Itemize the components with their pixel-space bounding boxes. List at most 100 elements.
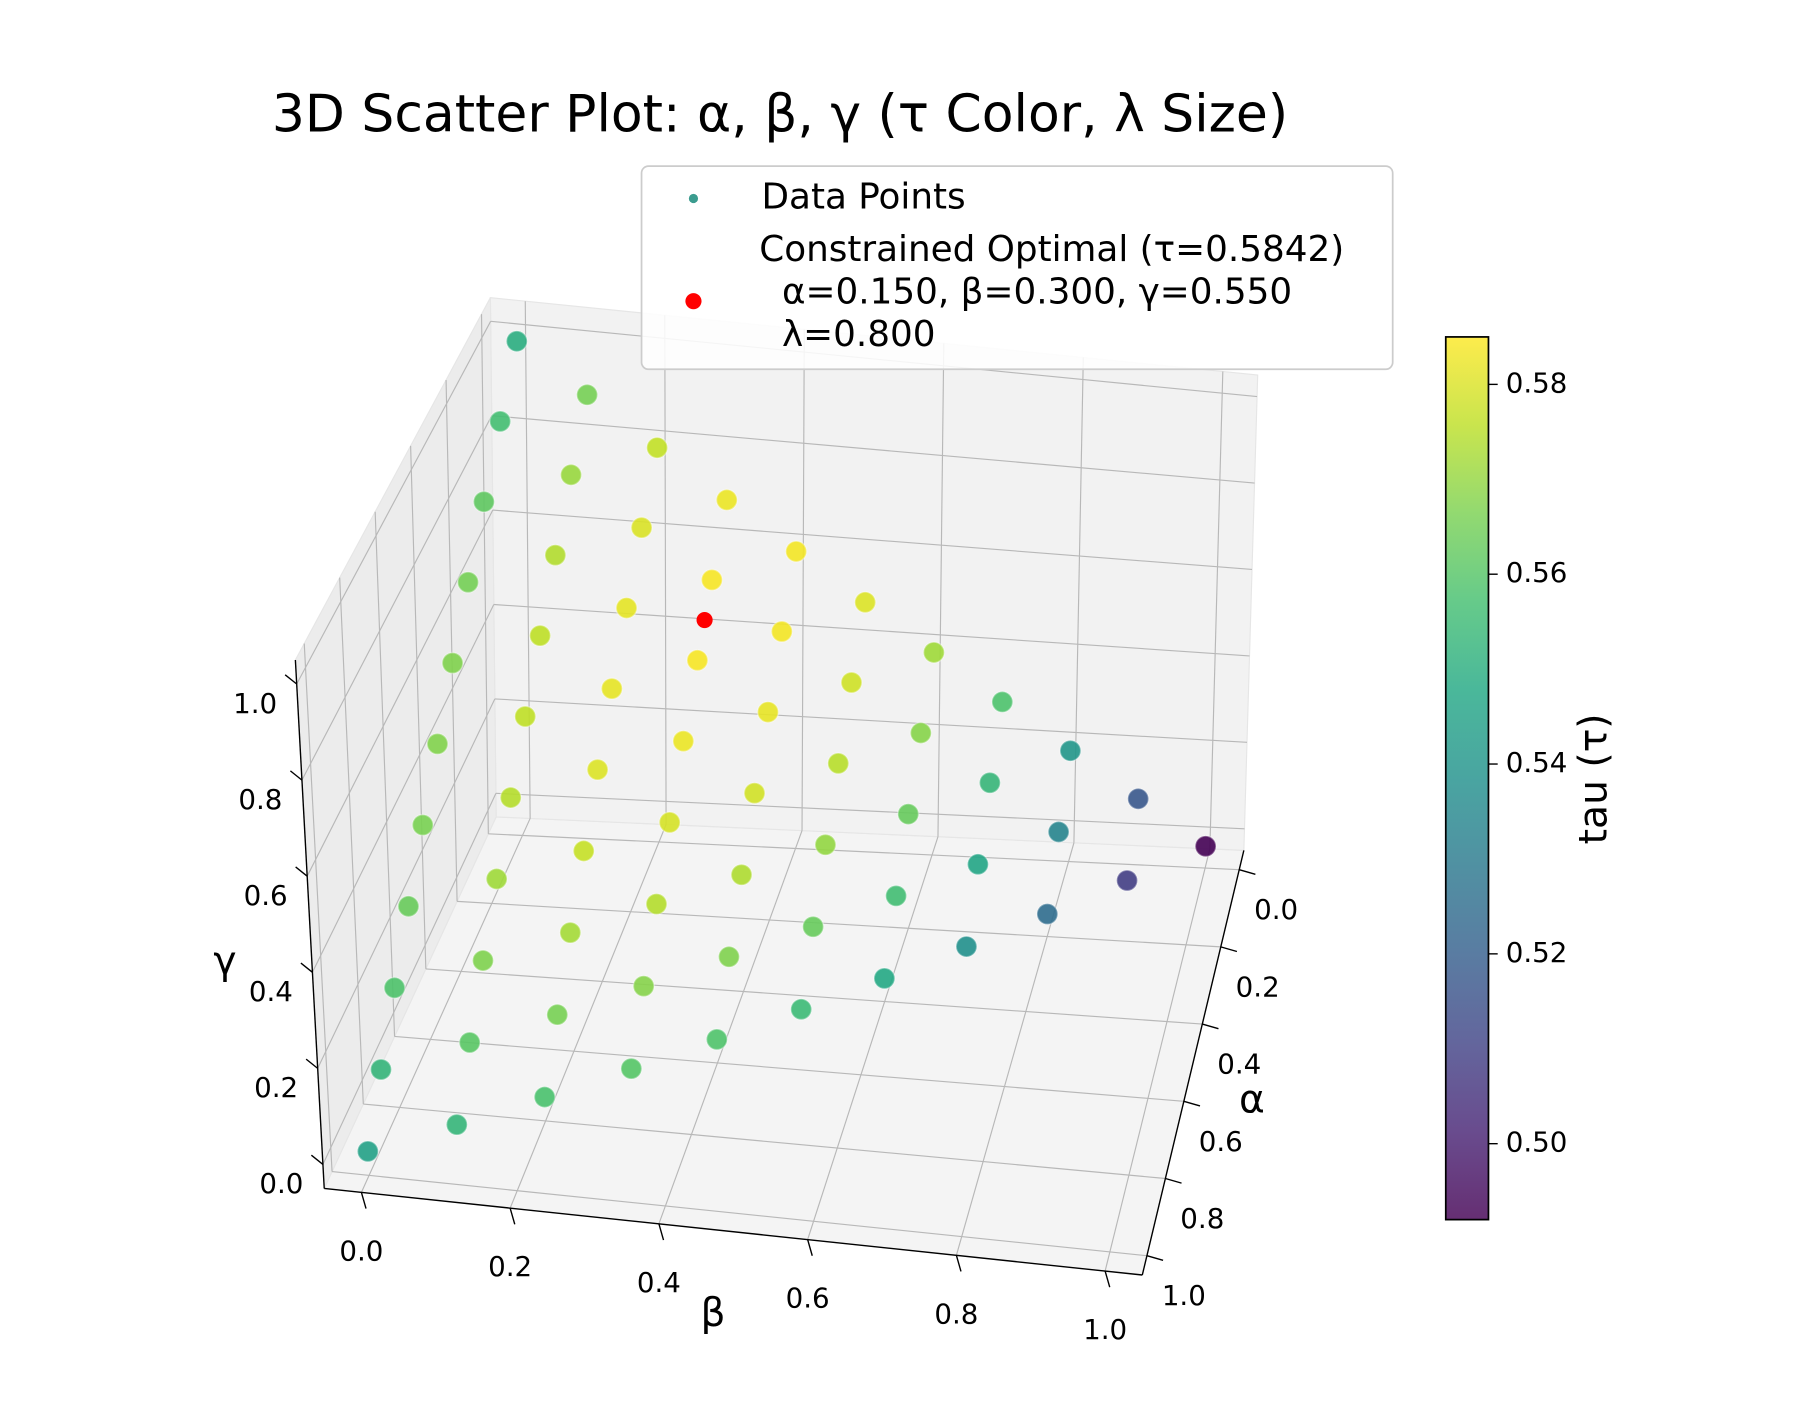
z-axis-label: γ (213, 939, 236, 984)
data-point (789, 998, 813, 1021)
grid-line (1104, 848, 1211, 1272)
data-point (620, 1057, 643, 1080)
data-point (356, 1140, 380, 1163)
colorbar: tau (τ) 0.50 0.52 0.54 0.56 0.58 (1444, 336, 1616, 1221)
data-point (411, 813, 435, 837)
colorbar-tick-label: 0.54 (1506, 746, 1568, 779)
grid-line (480, 314, 489, 834)
data-point (546, 1003, 569, 1026)
x-tick-label: 0.8 (1180, 1202, 1224, 1235)
colorbar-tick-label: 0.58 (1506, 366, 1568, 399)
panes (294, 297, 1259, 1276)
data-point (1036, 902, 1059, 926)
grid-line (494, 698, 1248, 743)
data-point (441, 651, 464, 675)
data-point (715, 488, 739, 512)
data-point (770, 620, 794, 643)
grid-line (1209, 371, 1224, 849)
data-point (600, 677, 624, 700)
x-tick (1239, 869, 1256, 875)
data-point (533, 1085, 556, 1109)
grid-line (937, 343, 945, 837)
z-tick-label: 0.8 (238, 783, 282, 816)
data-point (814, 833, 837, 856)
data-point (645, 892, 668, 916)
data-point (1059, 739, 1082, 762)
x-axis-label: α (1239, 1077, 1265, 1122)
y-tick (509, 1207, 516, 1225)
data-point (615, 596, 638, 620)
legend: Data Points Constrained Optimal (τ=0.584… (640, 165, 1394, 371)
z-axis-line (294, 659, 325, 1189)
data-point (559, 463, 583, 487)
data-point (801, 915, 825, 938)
grid-line (425, 968, 1203, 1025)
data-point (743, 781, 766, 805)
y-tick-label: 0.8 (934, 1297, 978, 1330)
data-point (369, 1058, 393, 1081)
x-tick-label: 1.0 (1162, 1279, 1206, 1312)
colorbar-tick-label: 0.50 (1506, 1126, 1568, 1159)
data-point (485, 867, 508, 891)
data-point (559, 921, 582, 944)
grid-line (664, 315, 667, 825)
data-point (840, 671, 863, 694)
z-tick (310, 1154, 324, 1165)
grid-line (410, 445, 427, 969)
data-point (528, 624, 552, 647)
x-tick-label: 0.0 (1254, 893, 1298, 926)
axes: 0.0 0.2 0.4 0.6 0.8 1.0 0.0 0.2 0.4 0.6 0.8 1.0 0.0 0… (233, 659, 1298, 1346)
x-tick-label: 0.4 (1217, 1048, 1261, 1081)
y-tick-label: 1.0 (1083, 1313, 1127, 1346)
data-point (505, 329, 529, 353)
optimal-point (696, 611, 713, 629)
data-point (705, 1028, 729, 1051)
x-tick (1165, 1177, 1182, 1184)
legend-label: Data Points (762, 176, 966, 217)
data-point (471, 949, 495, 972)
z-tick-label: 0.0 (259, 1167, 303, 1200)
x-tick-label: 0.6 (1199, 1125, 1243, 1158)
data-point (513, 705, 537, 728)
z-tick-label: 0.4 (249, 975, 293, 1008)
grid-line (303, 643, 333, 1172)
grid-line (491, 415, 1255, 484)
data-point (1115, 869, 1139, 892)
x-tick (1220, 946, 1238, 953)
data-point (1194, 834, 1217, 858)
data-point (756, 700, 780, 724)
colorbar-tick-label: 0.56 (1506, 556, 1568, 589)
grid-line (331, 1170, 1147, 1257)
y-axis-line (324, 1187, 1143, 1276)
data-point (630, 516, 653, 539)
grid-line (311, 604, 495, 973)
y-tick (955, 1255, 962, 1272)
data-point (672, 729, 695, 753)
z-tick-label: 0.2 (254, 1071, 298, 1104)
y-tick-label: 0.2 (488, 1250, 532, 1283)
grid-line (306, 509, 494, 877)
grid-line (301, 415, 493, 781)
z-tick (305, 1058, 319, 1069)
data-point (873, 967, 896, 990)
colorbar-gradient (1444, 336, 1490, 1221)
data-point (955, 935, 978, 958)
data-point (426, 732, 449, 756)
data-point (445, 1113, 469, 1136)
x-tick-label: 0.2 (1236, 970, 1280, 1003)
data-point (632, 974, 655, 998)
data-point (978, 771, 1002, 794)
data-point (700, 568, 724, 592)
data-point (1047, 820, 1070, 844)
z-tick (295, 866, 308, 877)
grid-line (394, 1035, 1184, 1102)
colorbar-tick-label: 0.52 (1506, 936, 1568, 969)
grid-line (524, 301, 531, 819)
grid-line (488, 833, 1240, 871)
data-point (784, 540, 808, 563)
data-point (586, 758, 609, 781)
data-point (544, 543, 567, 567)
grid-line (658, 830, 803, 1225)
legend-label: Constrained Optimal (τ=0.5842) α=0.150, … (759, 228, 1345, 356)
